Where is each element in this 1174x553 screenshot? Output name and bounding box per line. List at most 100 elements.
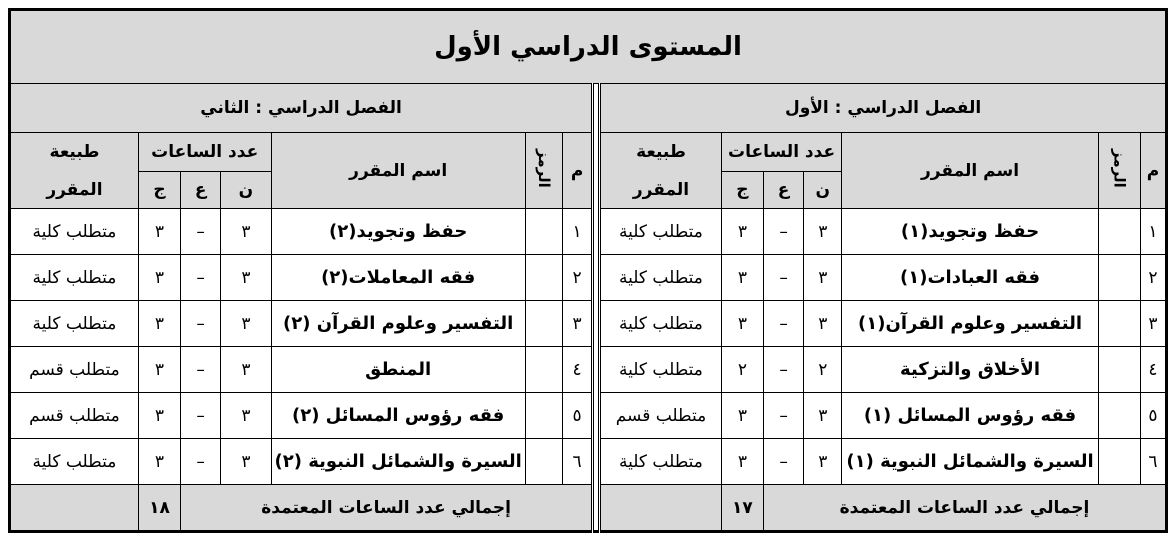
course-code bbox=[1097, 254, 1141, 301]
total-label: إجمالي عدد الساعات المعتمدة bbox=[762, 484, 1168, 532]
course-type: متطلب كلية bbox=[9, 254, 139, 301]
course-num: ١ bbox=[561, 208, 594, 255]
course-name: حفظ وتجويد(٢) bbox=[270, 208, 526, 255]
course-name: التفسير وعلوم القرآن(١) bbox=[841, 300, 1099, 347]
col-hours-header: عدد الساعات bbox=[137, 132, 272, 172]
course-hours-j: ٣ bbox=[137, 300, 182, 347]
course-hours-n: ٣ bbox=[803, 300, 843, 347]
course-name: فقه العبادات(١) bbox=[841, 254, 1099, 301]
table-row: ٤ الأخلاق والتزكية ٢–٢ متطلب كلية ٤ المنطق ٣–٣… bbox=[9, 346, 1168, 393]
course-num: ٥ bbox=[1139, 392, 1168, 439]
course-type: متطلب كلية bbox=[599, 208, 722, 255]
total-blank bbox=[9, 484, 139, 532]
course-hours-e: – bbox=[180, 208, 222, 255]
course-hours-e: – bbox=[180, 392, 222, 439]
course-type: متطلب قسم bbox=[9, 346, 139, 393]
course-hours-e: – bbox=[762, 208, 805, 255]
course-hours-j: ٢ bbox=[720, 346, 764, 393]
col-code-header: الرمز bbox=[524, 132, 564, 209]
course-hours-j: ٣ bbox=[137, 438, 182, 485]
course-hours-e: – bbox=[762, 254, 805, 301]
col-type-header-line1: طبيعة bbox=[9, 132, 139, 172]
course-type: متطلب كلية bbox=[9, 438, 139, 485]
table-row: ٦ السيرة والشمائل النبوية (١) ٣–٣ متطلب كلي… bbox=[9, 438, 1168, 485]
course-code bbox=[524, 346, 564, 393]
course-hours-j: ٣ bbox=[137, 254, 182, 301]
course-num: ٢ bbox=[1139, 254, 1168, 301]
course-hours-e: – bbox=[180, 346, 222, 393]
course-code bbox=[1097, 392, 1141, 439]
semester-2-title: الفصل الدراسي : الثاني bbox=[8, 83, 594, 133]
course-hours-e: – bbox=[180, 438, 222, 485]
course-hours-j: ٣ bbox=[720, 300, 764, 347]
course-type: متطلب كلية bbox=[599, 254, 722, 301]
course-num: ١ bbox=[1139, 208, 1168, 255]
header-row: م الرمز اسم المقرر عدد الساعات طبيعة م الرمز اس… bbox=[9, 132, 1168, 209]
header-row: ن ع ج المقرر ن ع ج المقرر bbox=[9, 171, 1167, 209]
course-num: ٥ bbox=[561, 392, 594, 439]
course-type: متطلب كلية bbox=[9, 300, 139, 347]
course-hours-n: ٣ bbox=[220, 208, 272, 255]
course-hours-e: – bbox=[762, 300, 805, 347]
course-hours-e: – bbox=[180, 300, 222, 347]
course-name: فقه رؤوس المسائل (٢) bbox=[270, 392, 526, 439]
course-hours-j: ٣ bbox=[720, 392, 764, 439]
course-num: ٣ bbox=[1139, 300, 1168, 347]
col-code-header: الرمز bbox=[1097, 132, 1141, 209]
col-n-header: ن bbox=[220, 171, 272, 209]
study-plan-table: المستوى الدراسي الأول الفصل الدراسي : ال… bbox=[8, 8, 1168, 533]
course-name: المنطق bbox=[270, 346, 526, 393]
course-hours-n: ٣ bbox=[220, 346, 272, 393]
course-type: متطلب كلية bbox=[599, 300, 722, 347]
course-type: متطلب قسم bbox=[9, 392, 139, 439]
col-name-header: اسم المقرر bbox=[270, 132, 526, 209]
code-label: الرمز bbox=[534, 148, 553, 188]
col-name-header: اسم المقرر bbox=[841, 132, 1099, 209]
course-hours-n: ٢ bbox=[803, 346, 843, 393]
course-hours-n: ٣ bbox=[220, 300, 272, 347]
course-name: الأخلاق والتزكية bbox=[841, 346, 1099, 393]
col-e-header: ع bbox=[762, 171, 805, 209]
table-row: ٣ التفسير وعلوم القرآن(١) ٣–٣ متطلب كلية ٣ ال… bbox=[9, 300, 1168, 347]
course-num: ٤ bbox=[1139, 346, 1168, 393]
course-code bbox=[1097, 300, 1141, 347]
course-num: ٦ bbox=[1139, 438, 1168, 485]
course-name: التفسير وعلوم القرآن (٢) bbox=[270, 300, 526, 347]
course-code bbox=[524, 300, 564, 347]
course-code bbox=[1097, 208, 1141, 255]
total-label: إجمالي عدد الساعات المعتمدة bbox=[180, 484, 594, 532]
table-row: ١ حفظ وتجويد(١) ٣–٣ متطلب كلية ١ حفظ وتجويد(٢… bbox=[9, 208, 1168, 255]
course-hours-n: ٣ bbox=[803, 392, 843, 439]
col-j-header: ج bbox=[137, 171, 182, 209]
col-type-header-line1: طبيعة bbox=[599, 132, 722, 172]
course-name: فقه المعاملات(٢) bbox=[270, 254, 526, 301]
course-num: ٢ bbox=[561, 254, 594, 301]
course-hours-j: ٣ bbox=[137, 208, 182, 255]
course-hours-e: – bbox=[180, 254, 222, 301]
course-code bbox=[524, 208, 564, 255]
course-code bbox=[1097, 346, 1141, 393]
total-blank bbox=[599, 484, 722, 532]
course-hours-n: ٣ bbox=[220, 438, 272, 485]
course-hours-e: – bbox=[762, 438, 805, 485]
course-num: ٦ bbox=[561, 438, 594, 485]
col-num-header: م bbox=[561, 132, 594, 209]
col-j-header: ج bbox=[720, 171, 764, 209]
course-hours-n: ٣ bbox=[803, 208, 843, 255]
course-code bbox=[1097, 438, 1141, 485]
course-name: السيرة والشمائل النبوية (٢) bbox=[270, 438, 526, 485]
col-n-header: ن bbox=[803, 171, 843, 209]
course-hours-n: ٣ bbox=[220, 254, 272, 301]
course-hours-j: ٣ bbox=[720, 438, 764, 485]
course-hours-j: ٣ bbox=[137, 346, 182, 393]
divider bbox=[591, 83, 602, 532]
total-hours: ١٧ bbox=[720, 484, 764, 532]
course-hours-n: ٣ bbox=[220, 392, 272, 439]
course-hours-j: ٣ bbox=[137, 392, 182, 439]
course-num: ٤ bbox=[561, 346, 594, 393]
course-type: متطلب كلية bbox=[9, 208, 139, 255]
course-num: ٣ bbox=[561, 300, 594, 347]
course-code bbox=[524, 438, 564, 485]
course-type: متطلب قسم bbox=[599, 392, 722, 439]
course-hours-e: – bbox=[762, 346, 805, 393]
